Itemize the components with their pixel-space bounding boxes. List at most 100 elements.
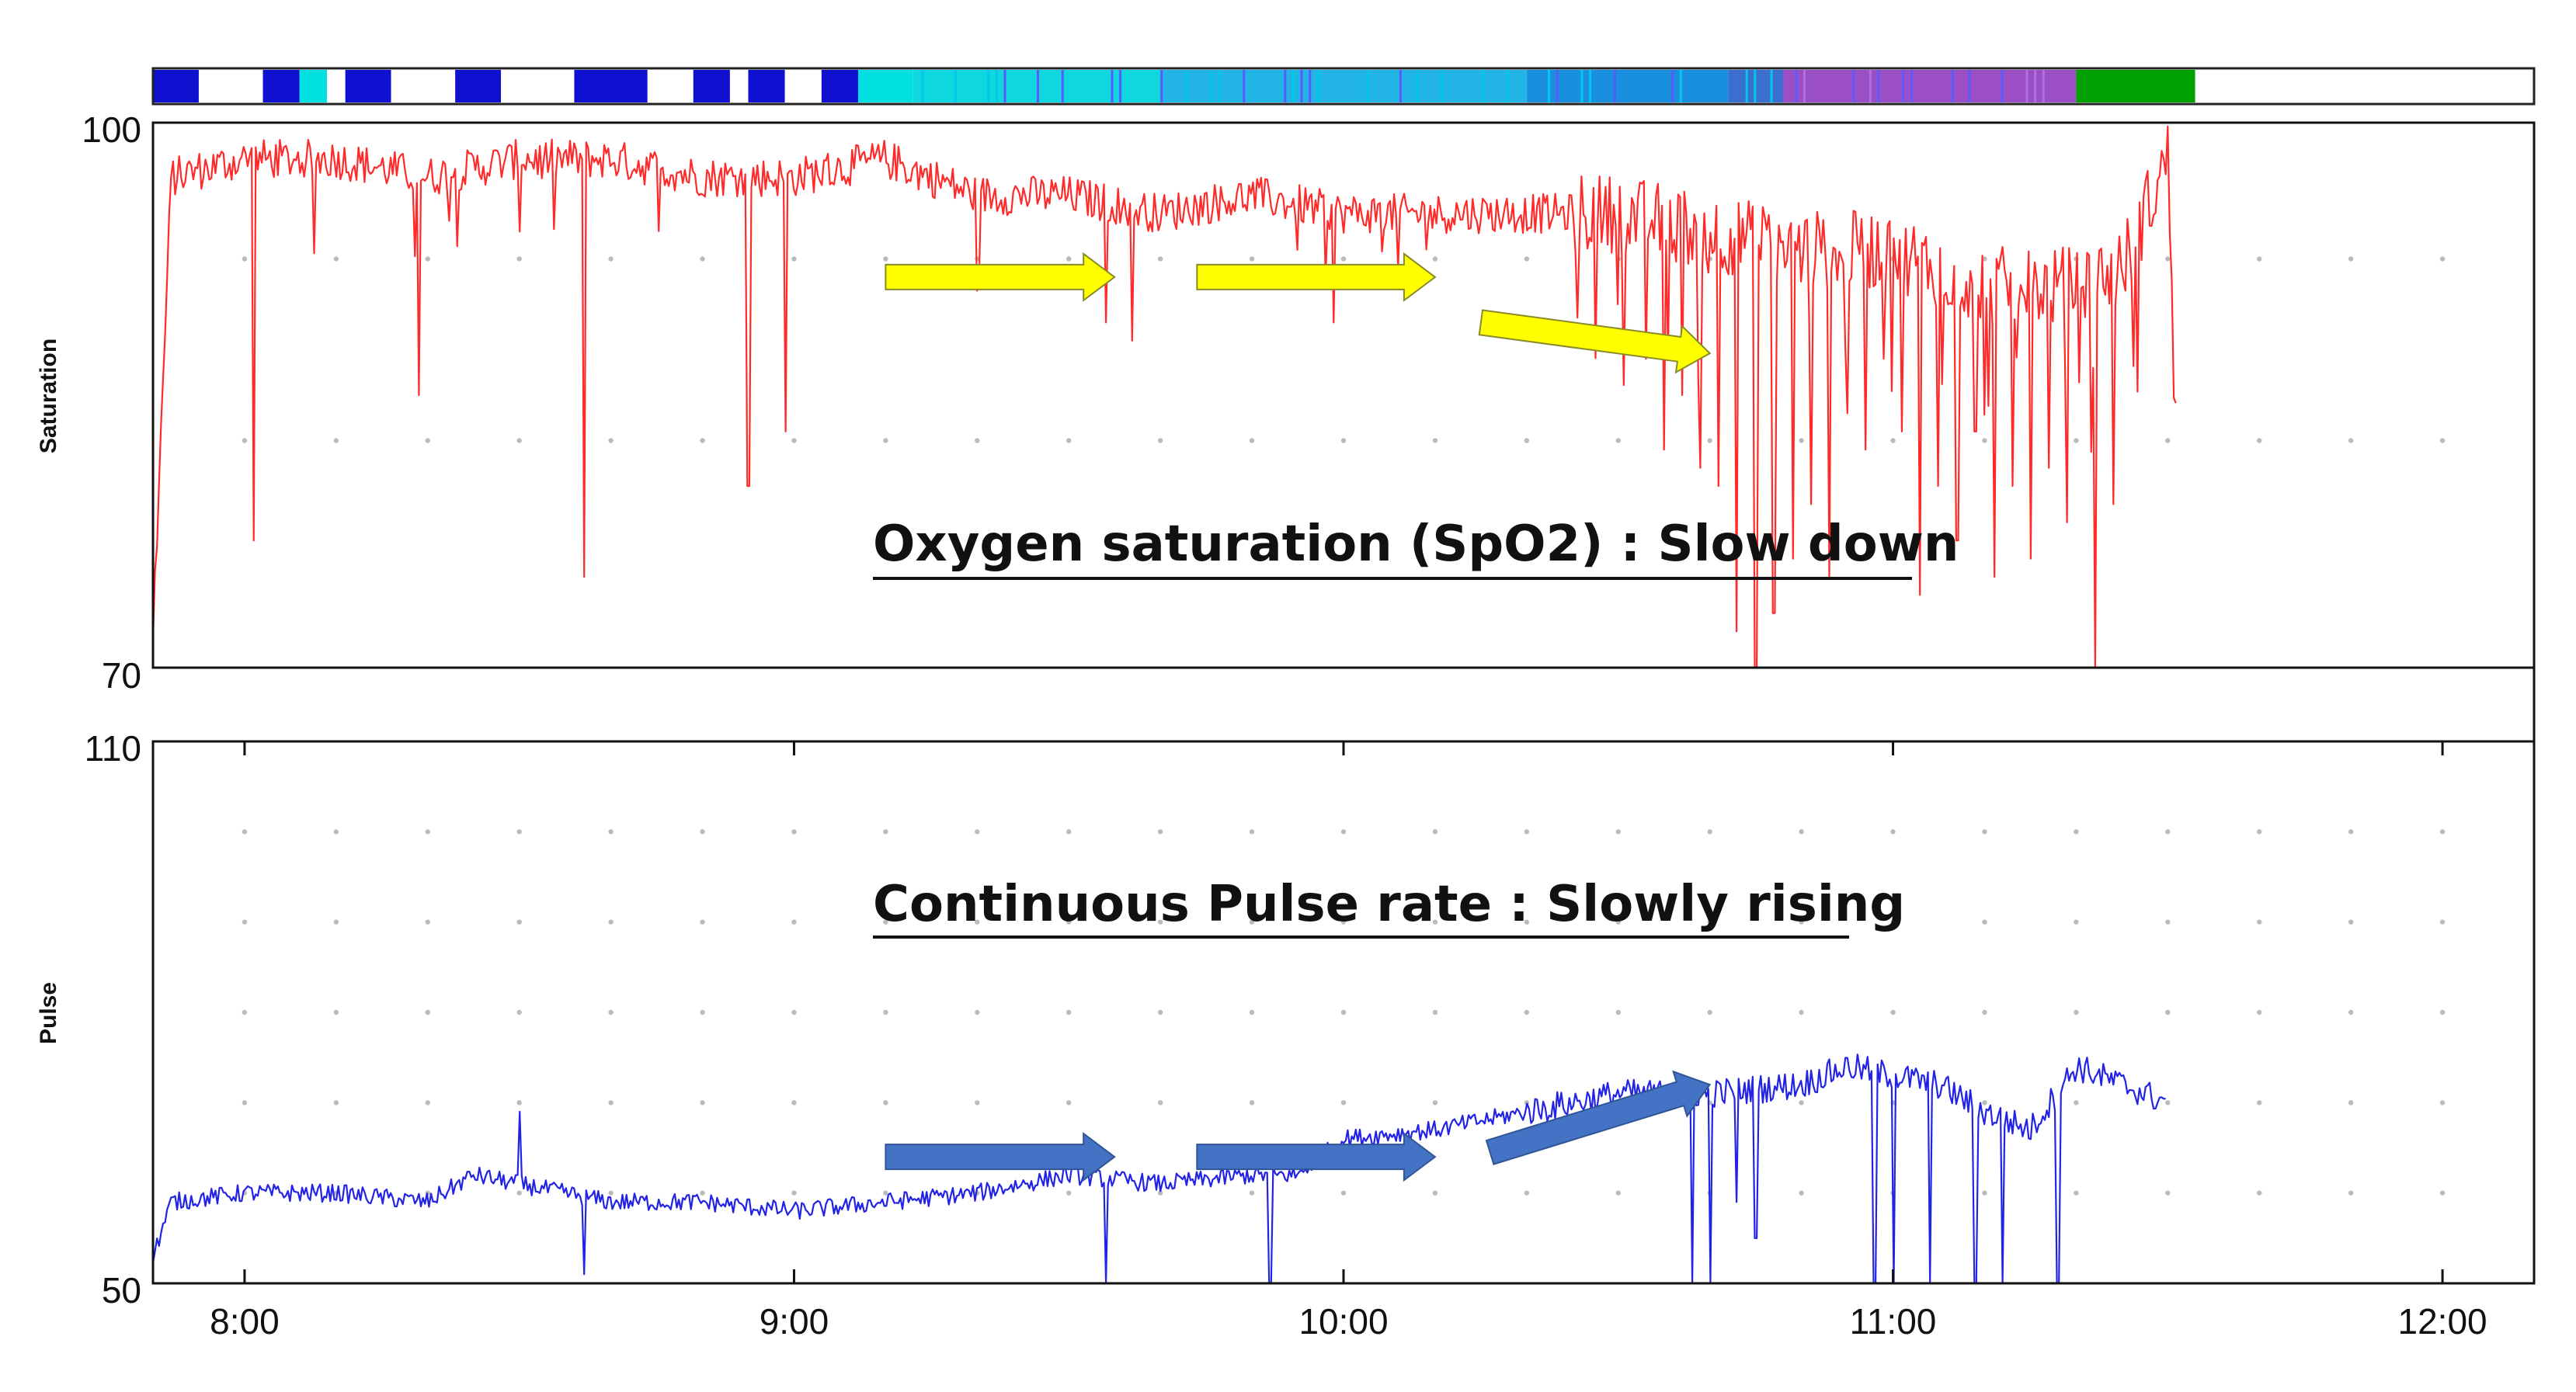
- grid-dot: [2439, 256, 2446, 262]
- grid-dot: [1249, 1190, 1255, 1196]
- grid-dot: [1432, 919, 1438, 925]
- grid-dot: [1799, 1009, 1804, 1015]
- saturation-panel: 100 70 Saturation Oxygen saturation (SpO…: [36, 109, 2536, 696]
- stage-stripe: [2034, 70, 2037, 102]
- grid-dot: [883, 256, 888, 262]
- stage-segment: [262, 70, 300, 102]
- stage-stripe: [1309, 70, 1312, 102]
- grid-dot: [608, 1100, 614, 1106]
- stage-stripe: [1291, 70, 1295, 102]
- grid-dot: [975, 919, 980, 925]
- grid-dot: [516, 438, 522, 443]
- grid-dot: [242, 919, 248, 925]
- grid-dot: [2257, 829, 2262, 835]
- grid-dot: [425, 829, 430, 835]
- grid-dot: [2348, 1009, 2354, 1015]
- trend-arrow-2: [1196, 252, 1437, 302]
- stage-stripe: [1243, 70, 1246, 102]
- pulse-ytick-bottom: 50: [102, 1270, 141, 1310]
- stage-stripe: [1754, 70, 1757, 102]
- grid-dot: [1340, 256, 1347, 262]
- stage-stripe: [1416, 70, 1419, 102]
- grid-dot: [516, 256, 522, 262]
- grid-dot: [1066, 1009, 1072, 1015]
- sleep-stage-strip: [153, 70, 2534, 102]
- grid-dot: [2074, 438, 2079, 443]
- grid-dot: [1249, 919, 1255, 925]
- stage-segment: [748, 70, 785, 102]
- grid-dot: [1524, 256, 1530, 262]
- grid-dot: [333, 1100, 339, 1106]
- grid-dot: [1157, 1009, 1163, 1015]
- grid-dot: [1982, 1190, 1987, 1196]
- grid-dot: [608, 829, 614, 835]
- grid-dot: [1799, 438, 1804, 443]
- grid-dot: [1615, 829, 1621, 835]
- grid-dot: [1615, 438, 1621, 443]
- grid-dot: [1707, 829, 1712, 835]
- grid-dot: [333, 1009, 339, 1015]
- grid-dot: [1982, 1009, 1987, 1015]
- saturation-ytick-bottom: 70: [102, 655, 141, 696]
- grid-dot: [975, 829, 980, 835]
- grid-dot: [1799, 1100, 1804, 1106]
- saturation-arrows: [885, 252, 1712, 374]
- stage-stripe: [1160, 70, 1163, 102]
- grid-dot: [700, 438, 705, 443]
- grid-dot: [242, 256, 248, 262]
- x-axis-ticks: 8:00 9:00 10:00 11:00 12:00: [210, 741, 2487, 1342]
- grid-dot: [700, 1009, 705, 1015]
- grid-dot: [608, 256, 614, 262]
- trend-arrow-3: [1478, 309, 1712, 374]
- pulse-arrows: [885, 1070, 1712, 1182]
- stage-stripe: [1003, 70, 1006, 102]
- grid-dot: [1432, 1190, 1438, 1196]
- grid-dot: [1340, 1009, 1347, 1015]
- grid-dot: [1615, 1190, 1621, 1196]
- grid-dot: [2348, 919, 2354, 925]
- grid-dot: [1340, 1100, 1347, 1106]
- grid-dot: [791, 919, 797, 925]
- stage-stripe: [1902, 70, 1905, 102]
- grid-dot: [1066, 438, 1072, 443]
- pulse-annotation: Continuous Pulse rate : Slowly rising: [873, 876, 1905, 933]
- grid-dot: [516, 829, 522, 835]
- stage-stripe: [1869, 70, 1872, 102]
- stage-segment: [299, 70, 328, 102]
- grid-dot: [2165, 1009, 2171, 1015]
- grid-dot: [883, 438, 888, 443]
- grid-dot: [333, 256, 339, 262]
- trend-arrow-1: [885, 252, 1116, 302]
- stage-segment: [153, 70, 199, 102]
- grid-dot: [1157, 829, 1163, 835]
- grid-dot: [1707, 1009, 1712, 1015]
- grid-dot: [1340, 919, 1347, 925]
- grid-dot: [2439, 829, 2446, 835]
- grid-dot: [1982, 919, 1987, 925]
- x-tick-label: 10:00: [1298, 1301, 1388, 1342]
- stage-stripe: [1852, 70, 1855, 102]
- grid-dot: [333, 919, 339, 925]
- grid-dot: [1249, 438, 1255, 443]
- x-tick-label: 12:00: [2398, 1301, 2487, 1342]
- grid-dot: [608, 1190, 614, 1196]
- x-tick-label: 11:00: [1850, 1301, 1937, 1342]
- stage-segment: [327, 70, 346, 102]
- grid-dot: [2257, 1190, 2262, 1196]
- stage-stripe: [1111, 70, 1114, 102]
- grid-dot: [1066, 829, 1072, 835]
- stage-stripe: [1745, 70, 1748, 102]
- grid-dot: [516, 1100, 522, 1106]
- grid-dot: [242, 829, 248, 835]
- stage-stripe: [1506, 70, 1509, 102]
- stage-stripe: [1803, 70, 1806, 102]
- grid-dot: [2348, 1190, 2354, 1196]
- grid-dot: [2348, 829, 2354, 835]
- grid-dot: [1249, 1009, 1255, 1015]
- trend-arrow-1: [885, 1132, 1116, 1182]
- stage-segment: [1160, 70, 1527, 102]
- grid-dot: [700, 1190, 705, 1196]
- stage-stripe: [2042, 70, 2045, 102]
- stage-segment: [1783, 70, 2077, 102]
